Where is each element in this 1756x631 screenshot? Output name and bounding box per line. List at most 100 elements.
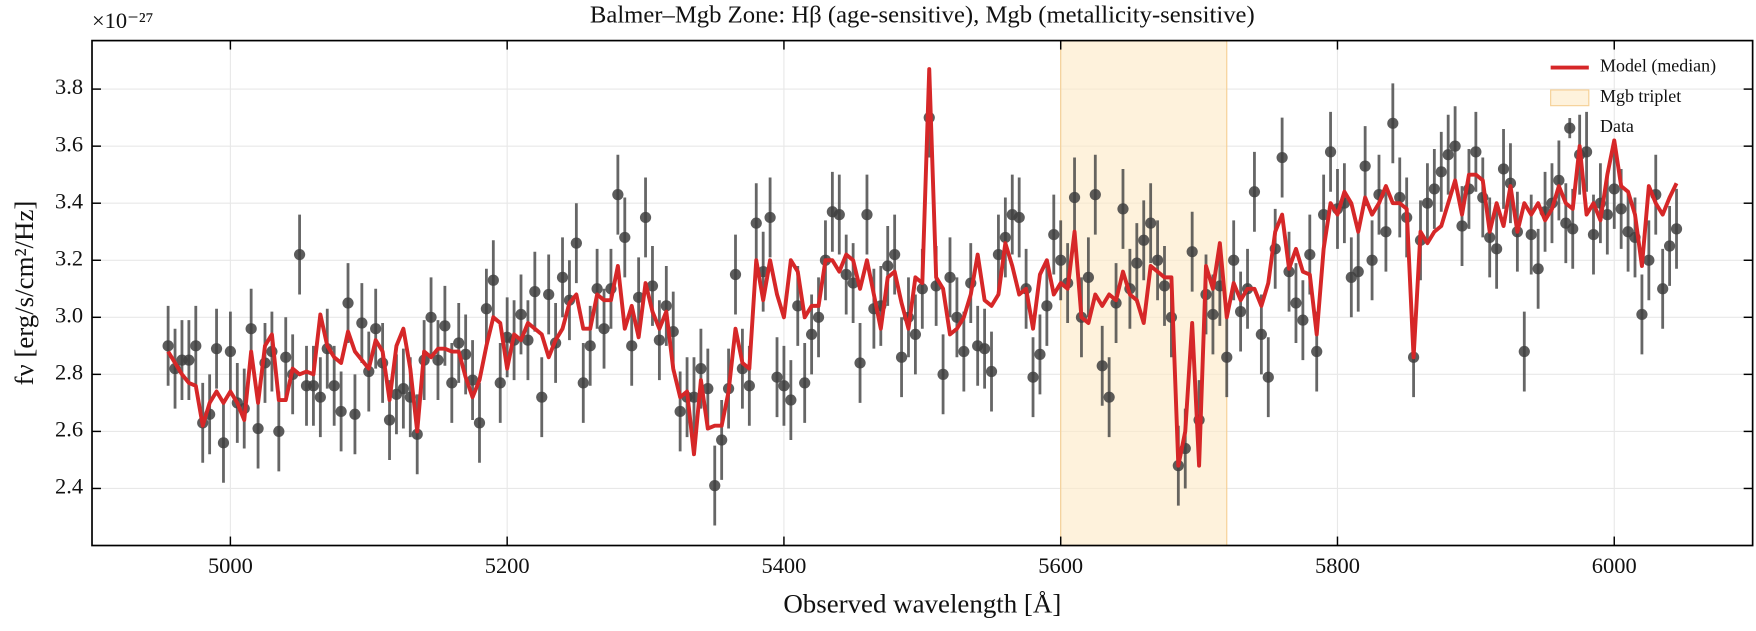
data-point — [674, 405, 686, 418]
data-point — [183, 354, 195, 366]
data-point — [1082, 271, 1094, 283]
legend-swatch — [1550, 89, 1590, 107]
data-point — [619, 231, 631, 244]
data-point — [1421, 197, 1434, 209]
data-point — [363, 365, 375, 378]
legend: Model (median) Mgb triplet Data — [1550, 56, 1716, 139]
data-point — [1276, 151, 1288, 164]
data-point — [1158, 280, 1171, 292]
data-point — [1394, 191, 1406, 204]
data-point — [425, 311, 437, 323]
data-point — [1068, 191, 1081, 204]
data-point — [584, 340, 596, 352]
data-point — [1484, 231, 1496, 244]
data-point — [453, 337, 465, 349]
data-point — [1456, 220, 1468, 232]
data-point — [460, 348, 472, 361]
data-point — [1359, 160, 1371, 172]
data-point — [1663, 240, 1676, 252]
data-point — [895, 351, 908, 363]
data-point — [1131, 257, 1143, 269]
data-point — [349, 408, 361, 420]
data-point — [1491, 243, 1503, 255]
data-point — [1041, 300, 1053, 312]
data-point — [383, 414, 396, 426]
data-point — [916, 283, 928, 295]
data-point — [314, 391, 326, 403]
data-point — [273, 425, 285, 438]
data-point — [1186, 246, 1198, 258]
x-tick-label: 5800 — [1315, 553, 1360, 578]
y-tick-label: 2.6 — [55, 417, 83, 442]
data-point — [293, 248, 306, 261]
data-point — [1449, 140, 1461, 152]
y-axis-label: fν [erg/s/cm²/Hz] — [9, 201, 39, 386]
x-tick-label: 5600 — [1038, 553, 1083, 578]
data-point — [439, 320, 451, 332]
legend-swatch — [1564, 122, 1576, 134]
data-point — [1117, 203, 1129, 215]
data-point — [1234, 305, 1247, 318]
data-point — [487, 274, 499, 286]
data-point — [473, 417, 486, 429]
data-point — [1380, 226, 1392, 238]
data-point — [1615, 203, 1627, 215]
data-point — [1643, 254, 1655, 266]
data-point — [1518, 345, 1530, 358]
data-point — [224, 345, 237, 358]
data-point — [1055, 254, 1067, 266]
data-point — [716, 434, 728, 446]
data-point — [729, 268, 742, 281]
data-point — [280, 351, 292, 363]
data-point — [688, 391, 700, 403]
data-point — [1151, 254, 1164, 266]
data-point — [1228, 254, 1240, 266]
data-point — [1138, 234, 1150, 246]
data-point — [252, 422, 264, 435]
data-point — [778, 380, 790, 392]
data-point — [342, 297, 354, 309]
data-point — [536, 391, 548, 403]
data-point — [1207, 308, 1219, 321]
x-tick-label: 5000 — [208, 553, 253, 578]
data-point — [522, 334, 534, 346]
data-point — [1435, 166, 1447, 178]
plot-frame — [91, 39, 1754, 547]
data-point — [1442, 149, 1454, 161]
data-point — [1034, 348, 1046, 361]
data-point — [1103, 391, 1115, 403]
data-point — [702, 383, 714, 395]
y-tick-label: 2.4 — [55, 474, 83, 499]
data-point — [771, 371, 783, 383]
data-point — [1262, 371, 1274, 383]
data-point — [951, 311, 963, 323]
data-point — [1636, 308, 1648, 321]
data-point — [1366, 254, 1378, 266]
data-point — [1470, 146, 1482, 158]
data-point — [1532, 263, 1544, 275]
data-point — [446, 377, 458, 389]
data-point — [889, 248, 901, 261]
legend-label: Model (median) — [1600, 56, 1716, 77]
data-point — [411, 428, 423, 440]
y-tick-label: 3.8 — [55, 74, 83, 99]
data-point — [591, 283, 603, 295]
data-point — [750, 217, 762, 229]
data-point — [494, 377, 506, 389]
data-point — [543, 288, 555, 301]
x-axis-label: Observed wavelength [Å] — [783, 588, 1061, 618]
data-point — [1525, 228, 1537, 241]
data-point — [217, 437, 230, 449]
data-point — [1027, 371, 1039, 383]
data-point — [847, 277, 859, 289]
data-point — [1504, 177, 1517, 189]
data-point — [958, 345, 970, 358]
data-point — [1567, 223, 1579, 235]
data-point — [577, 377, 589, 389]
data-point — [1013, 211, 1025, 224]
data-point — [1297, 314, 1309, 326]
x-tick-label: 5400 — [761, 553, 806, 578]
data-point — [1089, 189, 1101, 201]
data-point — [764, 211, 776, 224]
data-point — [992, 248, 1005, 261]
